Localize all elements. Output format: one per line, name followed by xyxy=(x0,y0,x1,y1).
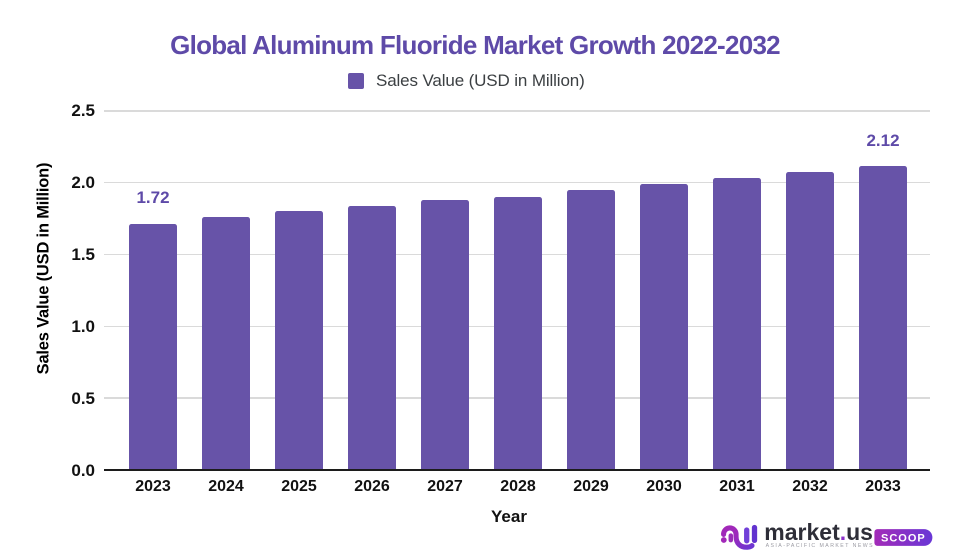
svg-text:ASIA-PACIFIC MARKET NEWS: ASIA-PACIFIC MARKET NEWS xyxy=(766,543,874,549)
svg-text:SCOOP: SCOOP xyxy=(881,533,926,545)
svg-text:market.us: market.us xyxy=(764,519,873,545)
